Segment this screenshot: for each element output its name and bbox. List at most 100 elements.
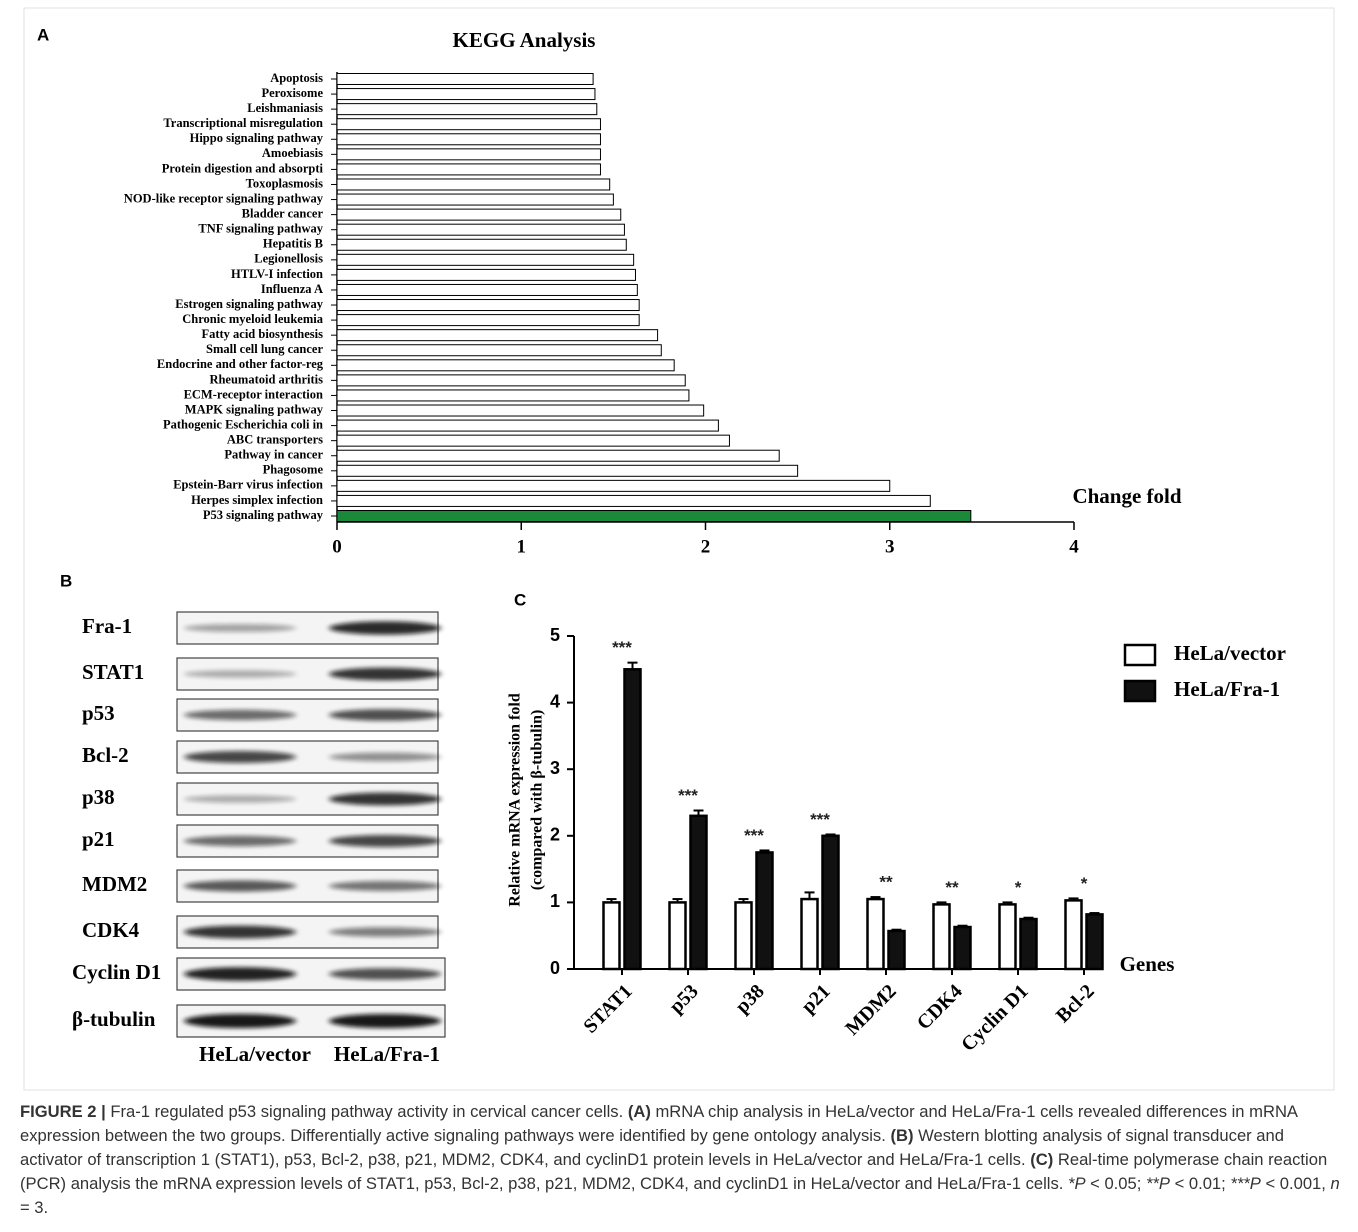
bar: [337, 330, 658, 341]
bar: [1087, 914, 1103, 969]
category-label: Amoebiasis: [262, 146, 323, 160]
category-label: Bladder cancer: [242, 206, 324, 220]
x-tick-label: 3: [885, 536, 895, 557]
x-tick-label: Bcl-2: [1052, 980, 1099, 1027]
panel-label: A: [37, 25, 49, 44]
category-label: ABC transporters: [227, 433, 323, 447]
category-label: Peroxisome: [261, 86, 323, 100]
bar: [337, 300, 639, 311]
axis-label: Genes: [1120, 952, 1175, 976]
bar: [337, 315, 639, 326]
category-label: Fatty acid biosynthesis: [201, 327, 323, 341]
caption-text: (C): [1030, 1150, 1053, 1169]
y-tick-label: 4: [550, 691, 560, 711]
y-tick-label: 5: [550, 625, 560, 645]
blot-band: [184, 836, 296, 846]
protein-label: p21: [82, 827, 115, 851]
significance-label: *: [1015, 878, 1022, 897]
blot-band: [329, 668, 441, 681]
bar: [823, 836, 839, 969]
bar: [337, 511, 971, 522]
y-tick-label: 2: [550, 825, 560, 845]
panel-label: B: [60, 571, 72, 590]
bar: [337, 360, 674, 371]
bar: [757, 852, 773, 969]
x-tick-label: STAT1: [579, 980, 636, 1037]
caption-text: *P: [1068, 1174, 1086, 1193]
axis-label: (compared with β-tubulin): [529, 710, 546, 891]
category-label: NOD-like receptor signaling pathway: [124, 191, 324, 205]
bar: [337, 465, 798, 476]
bar: [337, 375, 685, 386]
category-label: Transcriptional misregulation: [163, 116, 323, 130]
bar: [337, 119, 600, 130]
category-label: Endocrine and other factor-reg: [157, 357, 324, 371]
category-label: HTLV-I infection: [231, 267, 323, 281]
blot-band: [329, 1014, 441, 1028]
legend-swatch: [1125, 681, 1155, 701]
bar: [337, 345, 661, 356]
bar: [736, 902, 752, 969]
category-label: P53 signaling pathway: [203, 508, 324, 522]
blot-band: [184, 795, 296, 803]
y-tick-label: 0: [550, 958, 560, 978]
bar: [337, 284, 637, 295]
caption-text: < 0.001,: [1261, 1174, 1331, 1193]
significance-label: ***: [810, 810, 830, 829]
caption-text: (A): [628, 1102, 651, 1121]
significance-label: **: [879, 873, 893, 892]
category-label: Protein digestion and absorpti: [162, 161, 324, 175]
bar: [337, 269, 635, 280]
caption-text: ***P: [1230, 1174, 1260, 1193]
group-label: HeLa/Fra-1: [334, 1042, 440, 1066]
bar: [337, 179, 610, 190]
bar: [337, 194, 613, 205]
x-tick-label: 1: [517, 536, 527, 557]
blot-band: [184, 670, 296, 678]
y-tick-label: 1: [550, 891, 560, 911]
bar: [337, 224, 624, 235]
bar: [337, 104, 597, 115]
bar: [955, 927, 971, 969]
bar: [691, 816, 707, 969]
blot-band: [184, 751, 296, 763]
category-label: Phagosome: [263, 463, 324, 477]
category-label: Leishmaniasis: [247, 101, 323, 115]
protein-label: Bcl-2: [82, 743, 129, 767]
category-label: Rheumatoid arthritis: [209, 372, 323, 386]
significance-label: ***: [744, 826, 764, 845]
caption-text: < 0.01;: [1170, 1174, 1230, 1193]
x-tick-label: p21: [797, 980, 835, 1018]
blot-band: [184, 1014, 296, 1028]
blot-band: [329, 621, 441, 634]
blot-band: [184, 880, 296, 891]
blot-band: [329, 881, 441, 891]
blot-band: [184, 624, 296, 632]
caption-text: Fra-1 regulated p53 signaling pathway ac…: [106, 1102, 628, 1121]
blot-band: [329, 968, 441, 980]
axis-label: Relative mRNA expression fold: [507, 693, 524, 907]
caption-text: (B): [890, 1126, 913, 1145]
bar: [337, 164, 600, 175]
bar: [337, 134, 600, 145]
caption-text: < 0.05;: [1086, 1174, 1146, 1193]
panel-label: C: [514, 590, 526, 609]
category-label: Epstein-Barr virus infection: [173, 478, 323, 492]
bar: [337, 420, 718, 431]
category-label: MAPK signaling pathway: [185, 402, 324, 416]
bar: [802, 899, 818, 969]
blot-band: [329, 753, 441, 762]
bar: [337, 74, 593, 85]
significance-label: **: [945, 878, 959, 897]
x-tick-label: 4: [1069, 536, 1079, 557]
bar: [1066, 900, 1082, 969]
x-tick-label: Cyclin D1: [957, 980, 1033, 1056]
protein-label: Fra-1: [82, 614, 132, 638]
bar: [604, 902, 620, 969]
x-tick-label: MDM2: [841, 980, 901, 1040]
x-tick-label: 0: [332, 536, 342, 557]
bar: [1000, 904, 1016, 969]
blot-band: [329, 793, 441, 806]
bar: [337, 390, 689, 401]
caption-text: = 3.: [20, 1198, 48, 1217]
